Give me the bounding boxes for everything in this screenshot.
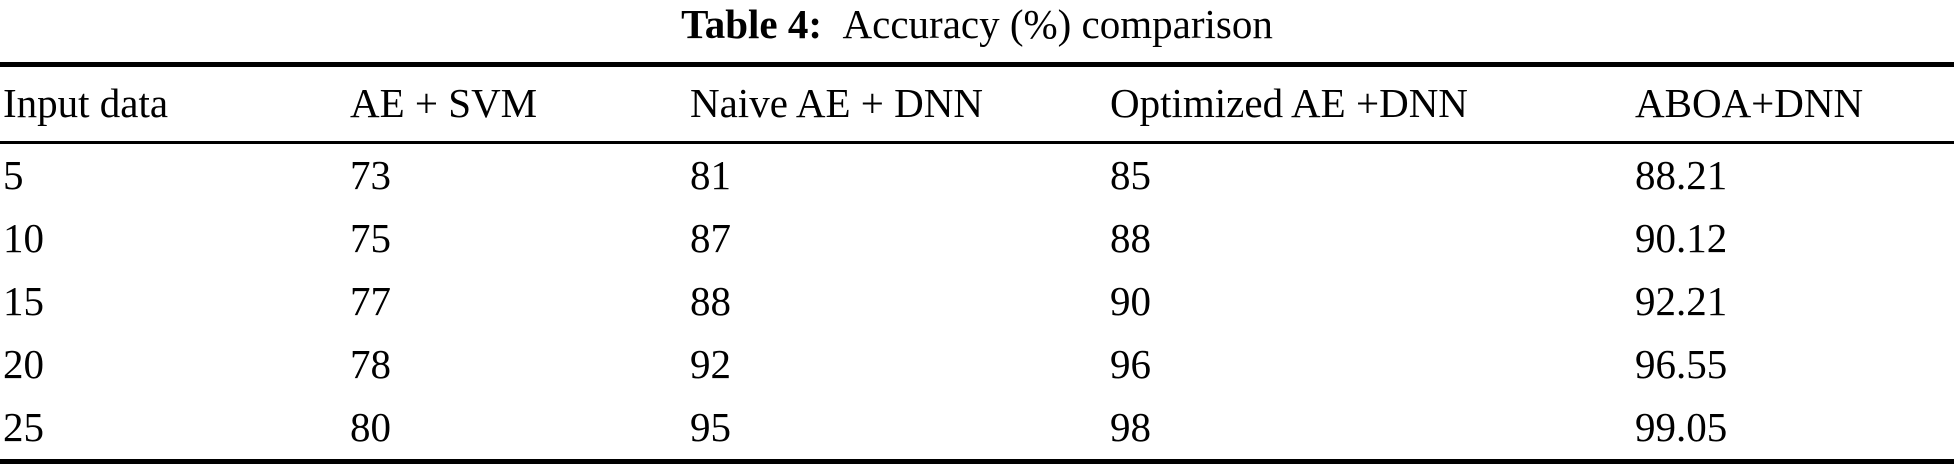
cell-optimized-ae-dnn: 96: [1110, 341, 1151, 388]
table-row: 20 78 92 96 96.55: [0, 333, 1954, 396]
cell-optimized-ae-dnn: 98: [1110, 404, 1151, 451]
cell-naive-ae-dnn: 95: [690, 404, 731, 451]
cell-optimized-ae-dnn: 85: [1110, 152, 1151, 199]
cell-input-data: 10: [3, 215, 44, 262]
cell-naive-ae-dnn: 88: [690, 278, 731, 325]
table-header: Input data AE + SVM Naive AE + DNN Optim…: [0, 65, 1954, 143]
cell-aboa-dnn: 88.21: [1635, 152, 1728, 199]
cell-aboa-dnn: 92.21: [1635, 278, 1728, 325]
table-caption: Table 4: Accuracy (%) comparison: [0, 0, 1954, 47]
cell-naive-ae-dnn: 87: [690, 215, 731, 262]
cell-aboa-dnn: 99.05: [1635, 404, 1728, 451]
table-row: 25 80 95 98 99.05: [0, 396, 1954, 462]
header-row: Input data AE + SVM Naive AE + DNN Optim…: [0, 65, 1954, 143]
cell-ae-svm: 78: [350, 341, 391, 388]
cell-aboa-dnn: 90.12: [1635, 215, 1728, 262]
cell-input-data: 25: [3, 404, 44, 451]
table-caption-label: Table 4:: [681, 1, 823, 47]
table-row: 5 73 81 85 88.21: [0, 143, 1954, 208]
column-header-ae-svm: AE + SVM: [350, 80, 538, 127]
accuracy-comparison-table: Input data AE + SVM Naive AE + DNN Optim…: [0, 62, 1954, 465]
cell-input-data: 15: [3, 278, 44, 325]
cell-optimized-ae-dnn: 90: [1110, 278, 1151, 325]
cell-aboa-dnn: 96.55: [1635, 341, 1728, 388]
column-header-naive-ae-dnn: Naive AE + DNN: [690, 80, 983, 127]
table-body: 5 73 81 85 88.21 10 75 87 88 90.12 15 77…: [0, 143, 1954, 462]
cell-ae-svm: 80: [350, 404, 391, 451]
table-caption-text: Accuracy (%) comparison: [842, 1, 1273, 47]
cell-optimized-ae-dnn: 88: [1110, 215, 1151, 262]
table-row: 10 75 87 88 90.12: [0, 207, 1954, 270]
cell-naive-ae-dnn: 81: [690, 152, 731, 199]
cell-input-data: 5: [3, 152, 24, 199]
column-header-optimized-ae-dnn: Optimized AE +DNN: [1110, 80, 1468, 127]
cell-naive-ae-dnn: 92: [690, 341, 731, 388]
cell-ae-svm: 75: [350, 215, 391, 262]
cell-ae-svm: 77: [350, 278, 391, 325]
column-header-aboa-dnn: ABOA+DNN: [1635, 80, 1864, 127]
table-row: 15 77 88 90 92.21: [0, 270, 1954, 333]
column-header-input-data: Input data: [3, 80, 169, 127]
cell-ae-svm: 73: [350, 152, 391, 199]
cell-input-data: 20: [3, 341, 44, 388]
